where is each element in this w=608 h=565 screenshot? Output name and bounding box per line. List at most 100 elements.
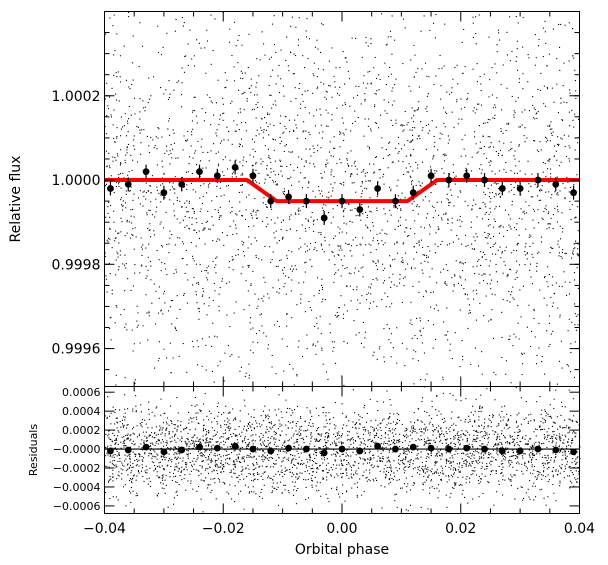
bottom-raw-point [540, 429, 542, 431]
top-raw-point [312, 344, 314, 346]
bottom-raw-point [383, 418, 385, 420]
bottom-raw-point [209, 467, 211, 469]
top-raw-point [352, 289, 354, 291]
bottom-raw-point [417, 466, 419, 468]
top-raw-point [494, 208, 496, 210]
top-raw-point [457, 196, 459, 198]
bottom-raw-point [488, 418, 490, 420]
top-raw-point [216, 102, 218, 104]
bottom-raw-point [383, 458, 385, 460]
bottom-raw-point [543, 434, 545, 436]
top-raw-point [294, 265, 296, 267]
bottom-raw-point [497, 450, 499, 452]
top-raw-point [544, 276, 546, 278]
top-raw-point [169, 150, 171, 152]
top-raw-point [212, 50, 214, 52]
top-raw-point [375, 156, 377, 158]
top-raw-point [149, 223, 151, 225]
bottom-raw-point [253, 428, 255, 430]
bottom-raw-point [403, 463, 405, 465]
bottom-raw-point [265, 466, 267, 468]
top-raw-point [237, 112, 239, 114]
top-raw-point [244, 375, 246, 377]
top-raw-point [573, 376, 575, 378]
bottom-raw-point [127, 437, 129, 439]
top-raw-point [248, 264, 250, 266]
bottom-raw-point [140, 470, 142, 472]
top-raw-point [212, 260, 214, 262]
top-raw-point [351, 209, 353, 211]
bottom-raw-point [399, 441, 401, 443]
top-raw-point [519, 126, 521, 128]
bottom-raw-point [452, 394, 454, 396]
top-raw-point [404, 276, 406, 278]
top-raw-point [118, 242, 120, 244]
top-raw-point [286, 313, 288, 315]
top-raw-point [514, 150, 516, 152]
top-raw-point [245, 209, 247, 211]
top-raw-point [368, 308, 370, 310]
top-raw-point [172, 182, 174, 184]
top-raw-point [315, 125, 317, 127]
top-raw-point [278, 292, 280, 294]
top-raw-point [137, 312, 139, 314]
top-raw-point [566, 102, 568, 104]
top-raw-point [459, 309, 461, 311]
bottom-raw-point [238, 457, 240, 459]
bottom-raw-point [164, 435, 166, 437]
top-raw-point [118, 181, 120, 183]
bottom-raw-point [528, 496, 530, 498]
top-raw-point [210, 63, 212, 65]
bottom-raw-point [483, 454, 485, 456]
top-raw-point [510, 228, 512, 230]
top-raw-point [446, 244, 448, 246]
top-raw-point [485, 295, 487, 297]
bottom-raw-point [481, 424, 483, 426]
top-raw-point [427, 213, 429, 215]
bottom-raw-point [240, 470, 242, 472]
bottom-raw-point [143, 442, 145, 444]
bottom-raw-point [477, 463, 479, 465]
bottom-raw-point [375, 441, 377, 443]
top-raw-point [181, 106, 183, 108]
top-raw-point [245, 122, 247, 124]
top-raw-point [571, 321, 573, 323]
bottom-raw-point [415, 440, 417, 442]
top-raw-point [189, 29, 191, 31]
top-raw-point [503, 168, 505, 170]
bottom-raw-point [272, 479, 274, 481]
top-raw-point [548, 181, 550, 183]
top-raw-point [340, 245, 342, 247]
top-raw-point [301, 187, 303, 189]
top-raw-point [574, 149, 576, 151]
top-raw-point [497, 154, 499, 156]
bottom-raw-point [448, 466, 450, 468]
top-raw-point [484, 193, 486, 195]
top-raw-point [372, 237, 374, 239]
bottom-raw-point [368, 432, 370, 434]
top-raw-point [404, 231, 406, 233]
top-raw-point [559, 46, 561, 48]
top-raw-point [333, 237, 335, 239]
top-raw-point [324, 96, 326, 98]
top-raw-point [147, 269, 149, 271]
top-raw-point [125, 263, 127, 265]
bottom-raw-point [322, 469, 324, 471]
bottom-raw-point [208, 457, 210, 459]
top-raw-point [174, 244, 176, 246]
top-raw-point [561, 212, 563, 214]
top-raw-point [350, 174, 352, 176]
bottom-raw-point [377, 424, 379, 426]
top-raw-point [518, 234, 520, 236]
bottom-raw-point [527, 440, 529, 442]
bottom-raw-point [402, 434, 404, 436]
bottom-raw-point [157, 433, 159, 435]
bottom-raw-point [279, 423, 281, 425]
top-raw-point [347, 152, 349, 154]
top-raw-point [351, 37, 353, 39]
top-raw-point [255, 254, 257, 256]
top-raw-point [343, 181, 345, 183]
bottom-raw-point [512, 466, 514, 468]
top-raw-point [218, 163, 220, 165]
top-raw-point [246, 100, 248, 102]
